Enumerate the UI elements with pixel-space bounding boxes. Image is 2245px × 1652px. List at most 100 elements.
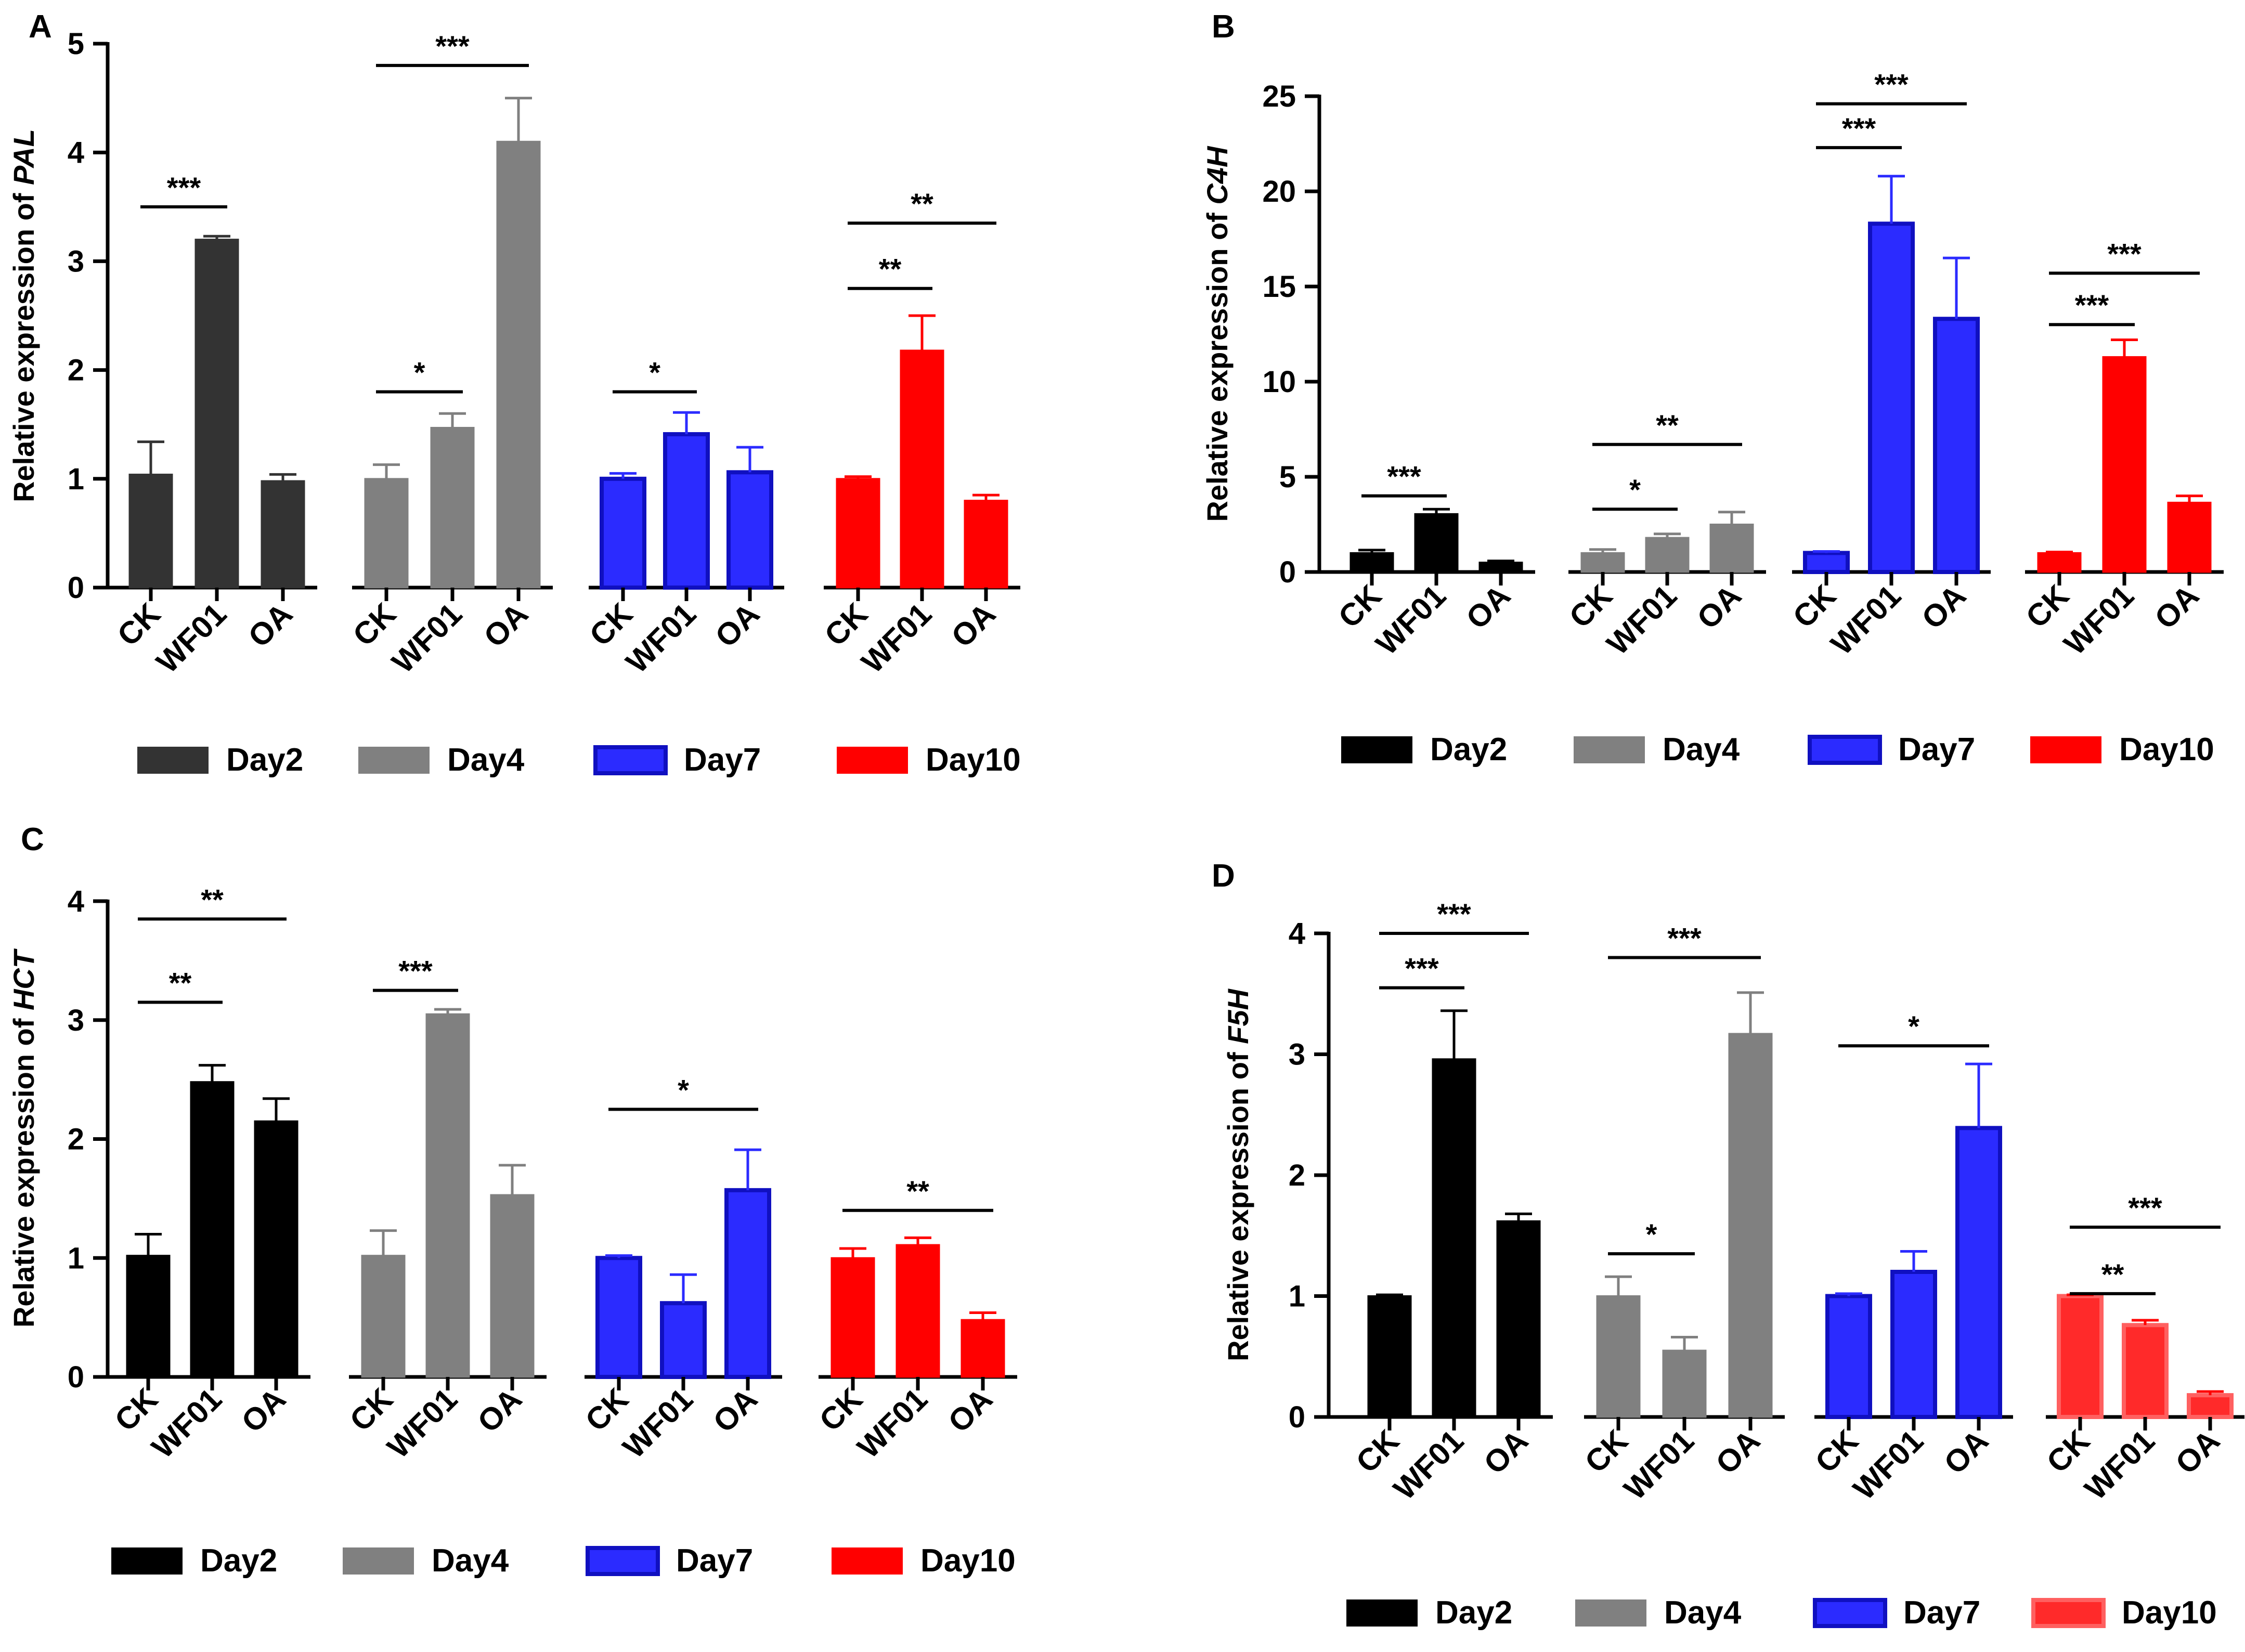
legend-swatch-day10: [837, 747, 908, 774]
x-category-label: WF01: [1387, 1423, 1471, 1507]
y-tick-label: 0: [1289, 1400, 1305, 1434]
legend-label-day2: Day2: [226, 742, 303, 778]
x-category-label: OA: [1690, 578, 1748, 636]
bar-day2-ck: [126, 1255, 171, 1378]
x-category-label: CK: [346, 596, 403, 653]
bar-day7-wf01: [663, 432, 710, 590]
bar-day2-wf01: [1414, 513, 1459, 573]
significance-label: ***: [167, 171, 201, 204]
significance-label: **: [1656, 409, 1679, 441]
significance-label: ***: [2128, 1191, 2162, 1224]
legend-label-day4: Day4: [432, 1543, 509, 1579]
significance-label: *: [414, 356, 425, 388]
legend-swatch-day10: [2030, 736, 2101, 763]
y-axis-title-prefix: Relative expression of: [7, 185, 40, 502]
significance-label: ***: [1842, 112, 1876, 145]
y-axis-title-prefix: Relative expression of: [1201, 205, 1234, 522]
significance-label: ***: [2075, 289, 2109, 321]
panel-label: D: [1212, 858, 1235, 894]
panel-label: A: [29, 9, 52, 45]
y-tick-label: 5: [68, 27, 84, 61]
x-category-label: WF01: [619, 596, 703, 680]
bar-day7-ck: [600, 476, 646, 590]
bar-day10-ck: [2037, 552, 2082, 573]
bar-day10-ck: [830, 1257, 875, 1378]
legend-swatch-day4: [343, 1547, 414, 1575]
significance-label: ***: [1387, 460, 1421, 493]
x-category-label: OA: [471, 1382, 528, 1439]
bar-day10-oa: [2187, 1393, 2234, 1419]
significance-label: ***: [1874, 68, 1909, 101]
bar-day4-oa: [496, 140, 541, 589]
x-category-label: WF01: [150, 596, 233, 680]
y-axis-title: Relative expression of C4H: [1201, 146, 1234, 522]
x-category-label: CK: [1809, 1423, 1865, 1480]
x-category-label: WF01: [1617, 1423, 1701, 1507]
significance-label: *: [1908, 1010, 1919, 1043]
x-category-label: OA: [2148, 578, 2205, 636]
legend-label-day7: Day7: [1903, 1595, 1980, 1631]
x-category-label: OA: [941, 1382, 999, 1439]
x-category-label: OA: [241, 596, 299, 654]
bar-day4-ck: [1580, 552, 1625, 573]
bar-day7-oa: [1933, 317, 1980, 574]
legend-swatch-day10: [832, 1547, 903, 1575]
bar-day2-oa: [1478, 562, 1523, 573]
legend-swatch-day2: [1341, 736, 1412, 763]
bar-day4-oa: [1709, 524, 1754, 573]
y-axis-title: Relative expression of F5H: [1222, 988, 1254, 1361]
y-tick-label: 3: [68, 244, 84, 278]
y-tick-label: 2: [1289, 1159, 1305, 1192]
bar-day7-wf01: [660, 1301, 707, 1380]
bar-day2-ck: [1349, 552, 1394, 573]
significance-label: ***: [1405, 952, 1439, 985]
bar-day2-wf01: [190, 1081, 235, 1378]
legend-label-day2: Day2: [1430, 732, 1507, 768]
x-category-label: CK: [1786, 578, 1843, 635]
x-category-label: OA: [2169, 1423, 2226, 1481]
significance-label: **: [906, 1175, 929, 1207]
x-category-label: CK: [2019, 578, 2076, 635]
significance-label: *: [678, 1073, 689, 1106]
bar-day10-ck: [836, 478, 880, 589]
significance-label: ***: [398, 955, 433, 987]
panel-label: B: [1212, 9, 1235, 45]
bar-day10-ck: [2057, 1294, 2104, 1419]
legend-swatch-day7: [1813, 1598, 1887, 1628]
x-category-label: CK: [2040, 1423, 2097, 1480]
y-tick-label: 15: [1262, 270, 1296, 304]
significance-label: **: [201, 883, 224, 916]
legend-label-day10: Day10: [926, 742, 1021, 778]
bar-day4-wf01: [430, 426, 475, 589]
bar-day10-wf01: [2122, 1323, 2169, 1420]
x-category-label: CK: [813, 1382, 870, 1438]
y-tick-label: 0: [1279, 555, 1296, 589]
bar-day4-wf01: [1662, 1349, 1707, 1418]
y-axis-gene-name: F5H: [1222, 988, 1254, 1044]
x-category-label: OA: [1937, 1423, 1995, 1481]
y-axis-title: Relative expression of PAL: [7, 129, 40, 502]
y-axis-gene-name: PAL: [7, 129, 40, 185]
significance-label: *: [1629, 473, 1641, 506]
y-tick-label: 2: [68, 1123, 84, 1156]
significance-label: **: [879, 253, 902, 285]
bar-day4-oa: [1728, 1033, 1773, 1418]
bar-day7-ck: [595, 1256, 642, 1379]
x-category-label: CK: [1578, 1423, 1635, 1480]
bar-day7-ck: [1825, 1294, 1872, 1419]
x-category-label: CK: [111, 596, 167, 653]
x-category-label: OA: [477, 596, 535, 654]
x-category-label: WF01: [385, 596, 469, 680]
y-tick-label: 4: [68, 136, 84, 170]
y-tick-label: 3: [68, 1004, 84, 1037]
